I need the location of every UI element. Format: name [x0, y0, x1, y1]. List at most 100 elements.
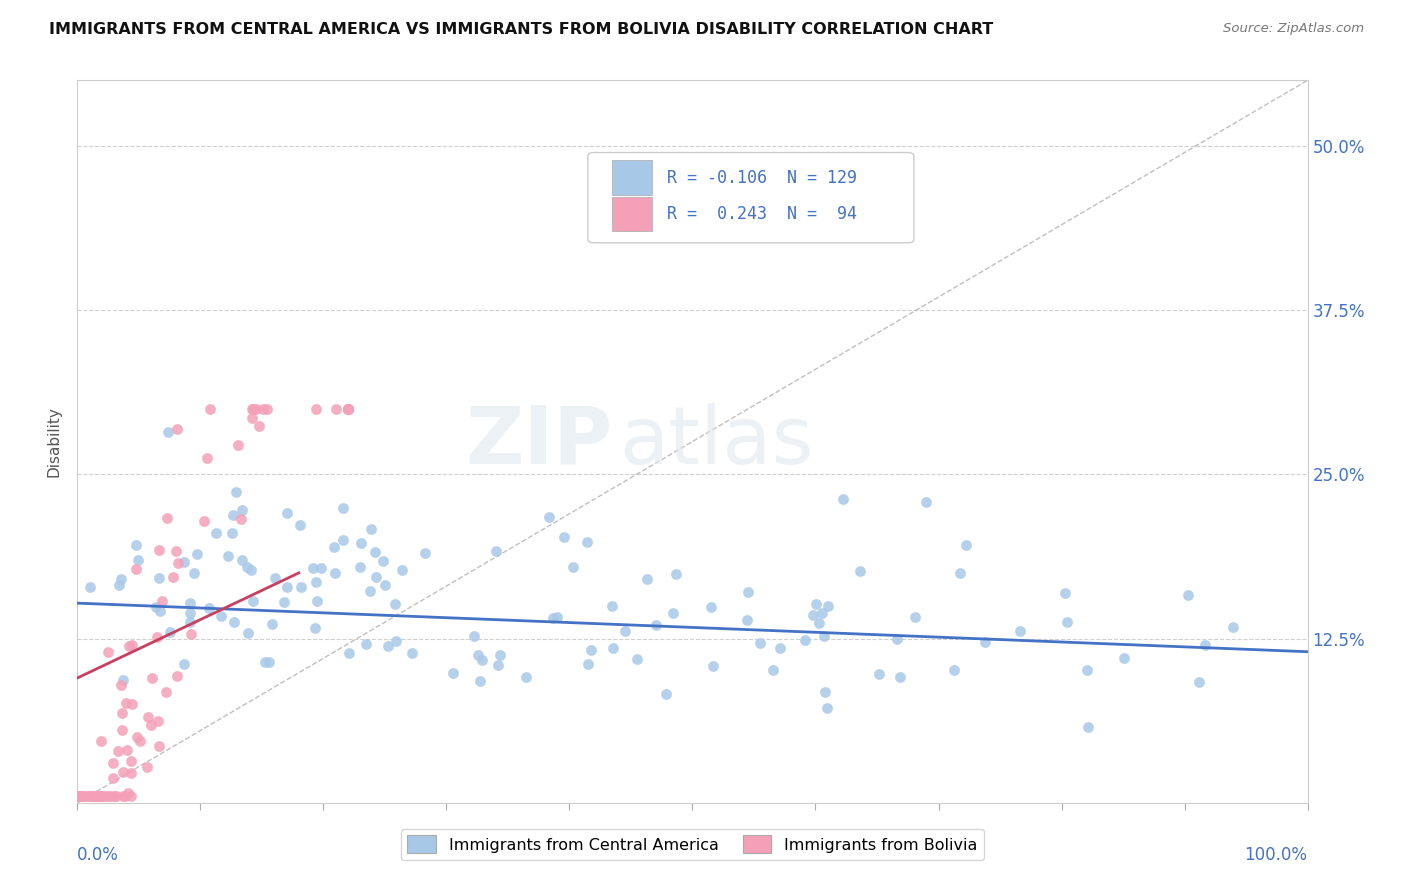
Point: [290, 581, 312, 595]
Point: [112, 673, 135, 687]
Point: [125, 562, 148, 576]
Point: [167, 556, 190, 570]
Point: [748, 636, 770, 650]
Point: [67, 789, 90, 804]
Point: [359, 583, 381, 598]
Point: [364, 545, 387, 559]
Point: [1194, 639, 1216, 653]
Text: ZIP: ZIP: [465, 402, 613, 481]
Point: [110, 572, 132, 586]
Point: [662, 606, 685, 620]
Point: [72, 789, 94, 804]
Point: [868, 666, 890, 681]
Point: [110, 678, 132, 692]
Text: atlas: atlas: [619, 402, 813, 481]
Point: [810, 606, 832, 620]
Point: [240, 401, 263, 416]
Point: [242, 594, 264, 608]
Point: [183, 566, 205, 581]
Point: [360, 522, 382, 536]
Point: [111, 706, 134, 720]
Point: [86, 789, 108, 804]
Point: [79, 789, 101, 804]
Point: [114, 789, 136, 804]
Y-axis label: Disability: Disability: [46, 406, 62, 477]
Point: [273, 595, 295, 609]
Point: [162, 569, 184, 583]
Point: [107, 744, 129, 758]
Point: [146, 714, 169, 729]
Point: [374, 578, 396, 592]
Point: [89, 789, 111, 804]
Point: [942, 663, 965, 677]
Point: [245, 401, 267, 416]
Point: [101, 771, 124, 785]
Point: [1188, 675, 1211, 690]
Point: [173, 657, 195, 671]
Point: [655, 687, 678, 701]
Point: [205, 525, 228, 540]
Point: [391, 563, 413, 577]
Point: [112, 789, 135, 804]
Point: [645, 618, 668, 632]
Point: [94, 789, 117, 804]
Point: [263, 571, 285, 585]
Point: [807, 615, 830, 630]
Point: [256, 401, 278, 416]
Point: [337, 401, 360, 416]
Point: [904, 609, 927, 624]
Point: [91, 789, 114, 804]
Point: [832, 491, 855, 506]
Point: [254, 655, 277, 669]
Point: [79, 789, 101, 804]
Point: [117, 786, 139, 800]
Point: [120, 766, 142, 780]
Text: IMMIGRANTS FROM CENTRAL AMERICA VS IMMIGRANTS FROM BOLIVIA DISABILITY CORRELATIO: IMMIGRANTS FROM CENTRAL AMERICA VS IMMIG…: [49, 22, 994, 37]
Point: [120, 789, 142, 803]
Point: [806, 597, 828, 611]
Point: [702, 659, 724, 673]
Point: [1112, 651, 1135, 665]
Point: [735, 613, 758, 627]
Point: [889, 670, 911, 684]
Point: [337, 401, 360, 416]
Point: [228, 438, 250, 452]
Point: [231, 503, 253, 517]
Point: [463, 629, 485, 643]
Point: [614, 624, 637, 639]
Point: [815, 701, 838, 715]
Point: [247, 418, 270, 433]
Point: [89, 789, 111, 804]
Point: [69, 789, 91, 804]
Legend: Immigrants from Central America, Immigrants from Bolivia: Immigrants from Central America, Immigra…: [401, 829, 984, 860]
Point: [384, 597, 406, 611]
Point: [305, 575, 328, 590]
Point: [111, 723, 134, 737]
Point: [104, 789, 127, 804]
Bar: [613, 196, 652, 231]
Point: [135, 760, 157, 774]
Point: [337, 401, 360, 416]
Point: [973, 634, 995, 648]
Point: [276, 506, 298, 520]
Point: [576, 657, 599, 671]
Point: [198, 401, 221, 416]
Point: [665, 566, 688, 581]
Point: [180, 626, 202, 640]
Point: [486, 657, 509, 672]
Point: [541, 611, 564, 625]
Point: [849, 564, 872, 578]
Point: [166, 669, 188, 683]
Point: [67, 789, 90, 804]
Point: [114, 696, 136, 710]
Point: [127, 552, 149, 566]
Point: [489, 648, 512, 662]
Point: [337, 401, 360, 416]
Point: [239, 563, 262, 577]
Point: [515, 671, 537, 685]
Point: [125, 538, 148, 552]
Point: [149, 604, 172, 618]
Text: 100.0%: 100.0%: [1244, 847, 1308, 864]
Point: [238, 626, 260, 640]
Point: [141, 718, 163, 732]
